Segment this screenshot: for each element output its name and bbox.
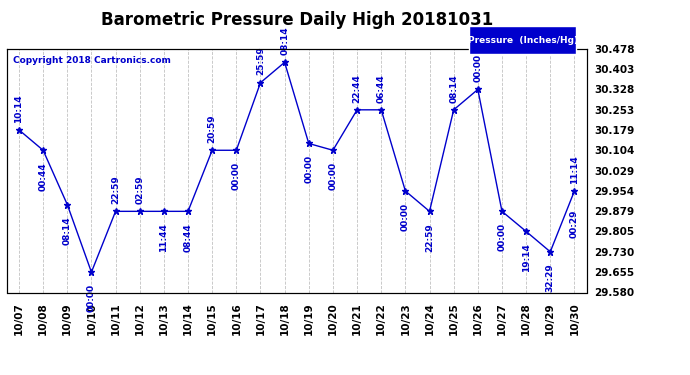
- Text: 22:44: 22:44: [353, 74, 362, 102]
- Text: Barometric Pressure Daily High 20181031: Barometric Pressure Daily High 20181031: [101, 11, 493, 29]
- Text: 10:14: 10:14: [14, 94, 23, 123]
- Text: 00:00: 00:00: [232, 162, 241, 190]
- Text: 00:00: 00:00: [328, 162, 337, 190]
- Text: Pressure  (Inches/Hg): Pressure (Inches/Hg): [468, 36, 578, 45]
- Text: 06:44: 06:44: [377, 74, 386, 102]
- Text: 08:14: 08:14: [449, 74, 458, 102]
- Text: 08:14: 08:14: [63, 216, 72, 245]
- Text: 22:59: 22:59: [425, 223, 434, 252]
- Text: 02:59: 02:59: [135, 176, 144, 204]
- Text: 11:44: 11:44: [159, 223, 168, 252]
- Text: 19:14: 19:14: [522, 243, 531, 272]
- Text: 32:29: 32:29: [546, 264, 555, 292]
- Text: 00:00: 00:00: [473, 54, 482, 82]
- Text: 11:14: 11:14: [570, 155, 579, 184]
- Text: 00:00: 00:00: [401, 202, 410, 231]
- Text: 08:14: 08:14: [280, 26, 289, 55]
- Text: 08:44: 08:44: [184, 223, 193, 252]
- Text: 00:00: 00:00: [497, 223, 506, 251]
- Text: 25:59: 25:59: [256, 46, 265, 75]
- Text: 00:00: 00:00: [87, 284, 96, 312]
- Text: 22:59: 22:59: [111, 175, 120, 204]
- Text: 00:00: 00:00: [304, 155, 313, 183]
- Text: 20:59: 20:59: [208, 114, 217, 143]
- Text: 00:29: 00:29: [570, 210, 579, 238]
- Text: Copyright 2018 Cartronics.com: Copyright 2018 Cartronics.com: [12, 56, 170, 65]
- Text: 00:44: 00:44: [39, 162, 48, 190]
